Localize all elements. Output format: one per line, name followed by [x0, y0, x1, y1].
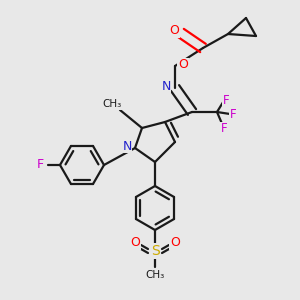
Text: N: N	[122, 140, 132, 152]
Text: O: O	[130, 236, 140, 250]
Text: O: O	[169, 25, 179, 38]
Text: F: F	[223, 94, 229, 106]
Text: F: F	[230, 107, 236, 121]
Text: S: S	[151, 244, 159, 258]
Text: O: O	[170, 236, 180, 250]
Text: N: N	[161, 80, 171, 94]
Text: CH₃: CH₃	[102, 99, 122, 109]
Text: F: F	[36, 158, 43, 172]
Text: CH₃: CH₃	[146, 270, 165, 280]
Text: F: F	[221, 122, 227, 136]
Text: O: O	[178, 58, 188, 71]
